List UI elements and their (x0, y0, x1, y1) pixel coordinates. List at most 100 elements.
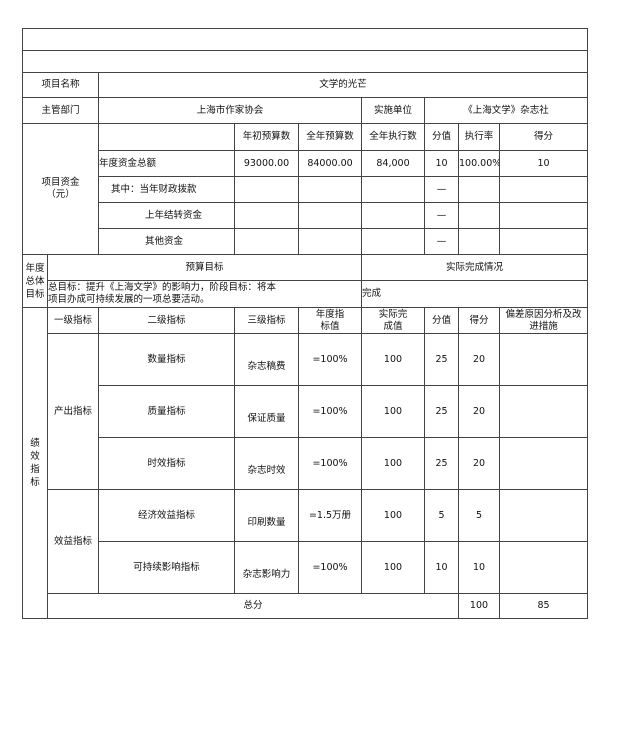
level3-indicator: 杂志时效 (234, 437, 299, 490)
score-value: 25 (424, 385, 459, 438)
funds-cell (361, 228, 425, 255)
indicator-header: 一级指标 (47, 307, 99, 334)
funds-cell: — (424, 202, 459, 229)
blank-title-row (21, 28, 589, 51)
funds-header: 全年执行数 (361, 123, 425, 151)
level3-indicator: 保证质量 (234, 385, 299, 438)
funds-row-label: 其中：当年财政拨款 (98, 176, 235, 203)
indicator-header: 得分 (458, 307, 500, 334)
funds-header: 执行率 (458, 123, 500, 151)
level1-indicator: 产出指标 (47, 333, 99, 490)
indicator-header: 偏差原因分析及改进措施 (498, 307, 589, 334)
funds-cell (234, 202, 299, 229)
total-row: 总分 100 85 (23, 593, 589, 619)
funds-cell (298, 228, 362, 255)
level1-indicator: 效益指标 (47, 489, 99, 594)
funds-cell (458, 176, 500, 203)
funds-cell: 10 (498, 150, 589, 177)
dept-label: 主管部门 (22, 97, 99, 124)
target-value: =100% (298, 541, 362, 594)
funds-row-label: 其他资金 (98, 228, 235, 255)
indicator-header: 三级指标 (234, 307, 299, 334)
funds-cell (361, 202, 425, 229)
deviation-note (498, 333, 589, 386)
funds-cell (458, 228, 500, 255)
level2-indicator: 时效指标 (98, 437, 235, 490)
deviation-note (498, 541, 589, 594)
blank-subtitle-row (21, 50, 589, 73)
funds-cell (234, 176, 299, 203)
funds-row: 年度资金总额 93000.00 84000.00 84,000 10 100.0… (23, 150, 589, 177)
impl-label: 实施单位 (361, 97, 425, 124)
funds-cell: 93000.00 (234, 150, 299, 177)
level2-indicator: 经济效益指标 (98, 489, 235, 542)
deviation-note (498, 437, 589, 490)
level3-indicator: 杂志稿费 (234, 333, 299, 386)
funds-cell (498, 202, 589, 229)
score: 5 (458, 489, 500, 542)
target-value: =100% (298, 333, 362, 386)
funds-cell: 84000.00 (298, 150, 362, 177)
indicator-row: 时效指标 杂志时效 =100% 100 25 20 (23, 437, 589, 490)
total-score: 85 (498, 593, 589, 619)
funds-row: 上年结转资金 — (23, 202, 589, 229)
actual-value: 100 (361, 489, 425, 542)
project-name-value: 文学的光芒 (97, 72, 589, 98)
indicator-row: 可持续影响指标 杂志影响力 =100% 100 10 10 (23, 541, 589, 594)
indicator-header: 实际完成值 (361, 307, 425, 334)
indicator-row: 产出指标 数量指标 杂志稿费 =100% 100 25 20 (23, 333, 589, 490)
performance-evaluation-table: 项目名称 文学的光芒 主管部门 上海市作家协会 实施单位 《上海文学》杂志社 项… (21, 28, 589, 619)
funds-cell (498, 176, 589, 203)
score-value: 5 (424, 489, 459, 542)
funds-row: 其中：当年财政拨款 — (23, 176, 589, 203)
funds-cell (361, 176, 425, 203)
level2-indicator: 数量指标 (98, 333, 235, 386)
funds-row-label: 年度资金总额 (98, 150, 235, 177)
deviation-note (498, 385, 589, 438)
funds-cell: — (424, 176, 459, 203)
project-name-label: 项目名称 (22, 72, 99, 98)
funds-header: 得分 (498, 123, 589, 151)
actual-value: 100 (361, 333, 425, 386)
funds-cell (298, 176, 362, 203)
level2-indicator: 可持续影响指标 (98, 541, 235, 594)
score: 20 (458, 385, 500, 438)
dept-value: 上海市作家协会 (98, 97, 362, 124)
score: 20 (458, 437, 500, 490)
total-label: 总分 (47, 593, 459, 619)
score: 20 (458, 333, 500, 386)
indicator-header: 二级指标 (98, 307, 235, 334)
actual-value: 100 (361, 541, 425, 594)
impl-value: 《上海文学》杂志社 (423, 97, 589, 124)
target-value: =100% (298, 385, 362, 438)
funds-header-blank (98, 123, 235, 151)
actual-value: 100 (361, 437, 425, 490)
funds-cell (498, 228, 589, 255)
funds-row-label: 上年结转资金 (98, 202, 235, 229)
indicators-label: 绩效指标 (22, 307, 48, 619)
funds-cell (458, 202, 500, 229)
funds-cell: — (424, 228, 459, 255)
funds-header: 年初预算数 (234, 123, 299, 151)
goals-label: 年度总体目标 (22, 254, 48, 308)
actual-text: 完成 (360, 280, 589, 308)
funds-label: 项目资金（元） (22, 123, 99, 255)
budget-goal-header: 预算目标 (47, 254, 362, 281)
target-value: =1.5万册 (298, 489, 362, 542)
score-value: 10 (424, 541, 459, 594)
funds-cell (298, 202, 362, 229)
target-value: =100% (298, 437, 362, 490)
indicator-row: 效益指标 经济效益指标 印刷数量 =1.5万册 100 5 5 (23, 489, 589, 594)
funds-cell: 84,000 (361, 150, 425, 177)
level2-indicator: 质量指标 (98, 385, 235, 438)
indicator-header: 年度指标值 (298, 307, 362, 334)
budget-goal-text: 总目标：提升《上海文学》的影响力，阶段目标：将本项目办成可持续发展的一项总要活动… (47, 280, 362, 308)
indicator-header: 分值 (424, 307, 459, 334)
score: 10 (458, 541, 500, 594)
score-value: 25 (424, 333, 459, 386)
total-score-value: 100 (458, 593, 500, 619)
funds-header: 全年预算数 (298, 123, 362, 151)
actual-value: 100 (361, 385, 425, 438)
funds-row: 其他资金 — (23, 228, 589, 255)
deviation-note (498, 489, 589, 542)
